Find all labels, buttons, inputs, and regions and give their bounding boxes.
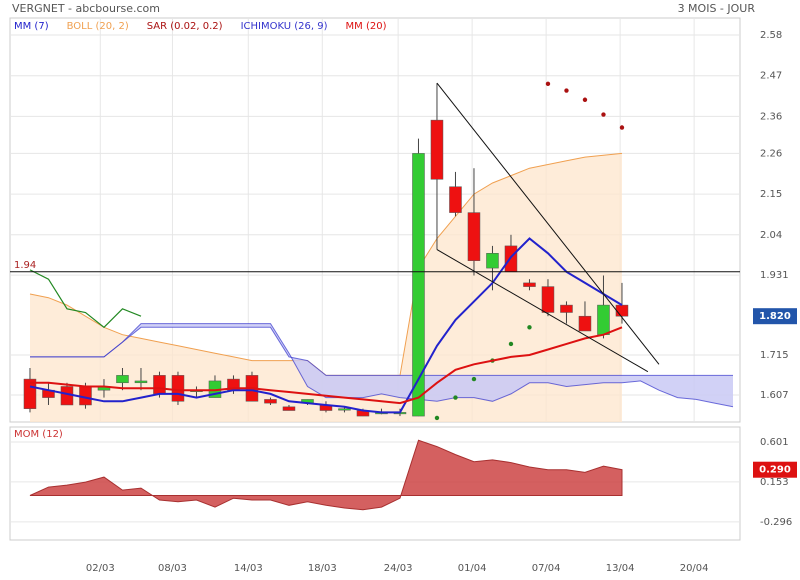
sar-dot [582, 97, 588, 102]
trend-line [436, 249, 649, 373]
sar-dot [471, 376, 477, 382]
x-tick-label: 07/04 [532, 563, 561, 574]
candle-body [449, 186, 462, 213]
candle-body [430, 119, 444, 180]
mom-title: MOM (12) [14, 429, 63, 440]
sar-dot [453, 395, 458, 400]
x-tick-label: 08/03 [158, 563, 187, 574]
y-tick-label: 2.04 [760, 230, 782, 241]
candle-body [560, 304, 573, 313]
candle-body [134, 380, 148, 384]
last-price-box [753, 308, 797, 325]
sar-dot [619, 125, 625, 130]
candle-body [412, 153, 425, 417]
y-tick-label: 1.931 [760, 270, 789, 281]
candle-body [578, 315, 592, 332]
last-value-label: 0.290 [759, 465, 791, 476]
legend-label: SAR (0.02, 0.2) [147, 21, 223, 32]
candle-body [79, 386, 92, 406]
sar-dot [564, 88, 569, 93]
mom-frame [9, 426, 741, 541]
trend-line [436, 82, 660, 365]
sar-dot [527, 325, 532, 330]
candle-body [597, 304, 610, 335]
last-price-label: 1.820 [759, 311, 791, 322]
cloud-line [30, 323, 734, 408]
level-label: 1.94 [14, 260, 36, 271]
candle-body [171, 375, 185, 402]
cloud-line [30, 326, 733, 376]
y-tick-label: 2.15 [760, 189, 782, 200]
y-tick-label: 2.26 [760, 148, 782, 159]
y-tick-label: 0.601 [760, 437, 789, 448]
legend-label: MM (7) [14, 21, 49, 32]
labels: 2.58 2.47 2.36 2.26 2.15 2.04 1.931 1.715 1.607 0… [14, 21, 797, 574]
cloud-fill [30, 323, 733, 407]
sar-dot [545, 81, 551, 87]
candle-body [338, 408, 351, 411]
y-tick-label: 1.607 [760, 390, 789, 401]
chart-subtitle: 3 MOIS - JOUR [678, 2, 756, 15]
candle-body [486, 253, 499, 269]
x-tick-label: 18/03 [308, 563, 337, 574]
lagging-line [29, 269, 142, 329]
legend-label: ICHIMOKU (26, 9) [241, 21, 328, 32]
x-tick-label: 20/04 [680, 563, 709, 574]
y-tick-label: 0.153 [760, 477, 789, 488]
y-tick-label: 2.58 [760, 30, 782, 41]
candle-body [467, 212, 481, 261]
legend-label: MM (20) [346, 21, 387, 32]
mom-area [29, 439, 623, 511]
candle-body [615, 304, 629, 317]
last-value-box [753, 461, 797, 478]
main-plot [10, 18, 740, 422]
x-tick-label: 24/03 [384, 563, 413, 574]
chart-title: VERGNET - abcbourse.com [12, 2, 160, 15]
sar-dot [434, 415, 440, 421]
ma-line [30, 326, 623, 405]
y-tick-label: 2.36 [760, 111, 782, 122]
x-tick-label: 13/04 [606, 563, 635, 574]
mom-plot [10, 439, 740, 523]
y-tick-label: 2.47 [760, 71, 782, 82]
y-tick-label: 1.715 [760, 350, 789, 361]
sar-dot [601, 112, 606, 117]
x-tick-label: 01/04 [458, 563, 487, 574]
sar-dot [508, 341, 514, 347]
candle-body [523, 282, 536, 287]
candle-body [541, 286, 555, 313]
x-tick-label: 14/03 [234, 563, 263, 574]
candle-body [282, 406, 296, 411]
candle-body [264, 399, 277, 404]
x-tick-label: 02/03 [86, 563, 115, 574]
candle-body [116, 375, 129, 384]
ma-line [29, 237, 623, 414]
y-tick-label: -0.296 [760, 517, 792, 528]
candle-body [504, 245, 518, 273]
candle-body [153, 375, 166, 395]
legend-label: BOLL (20, 2) [67, 21, 129, 32]
